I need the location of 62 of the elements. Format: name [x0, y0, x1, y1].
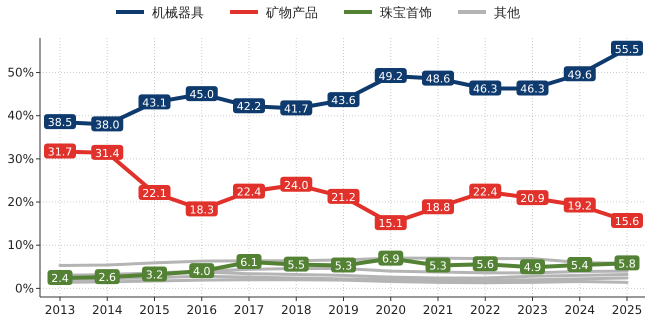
x-tick-label: 2015: [139, 303, 170, 317]
x-tick-label: 2024: [564, 303, 596, 317]
data-label: 24.0: [284, 178, 308, 192]
data-label: 22.4: [473, 186, 498, 199]
y-tick-label: 40%: [7, 108, 34, 123]
legend-label: 机械器具: [152, 6, 204, 21]
data-label: 5.8: [618, 257, 636, 270]
data-label: 42.2: [236, 100, 262, 114]
data-label: 6.9: [382, 252, 400, 266]
data-label: 22.1: [142, 186, 167, 200]
x-tick-label: 2013: [44, 303, 76, 317]
data-label: 19.2: [568, 199, 592, 212]
data-label: 2.6: [98, 271, 116, 284]
x-tick-label: 2018: [280, 303, 312, 317]
data-label: 46.3: [520, 82, 545, 96]
data-label: 4.9: [524, 261, 542, 274]
x-tick-label: 2017: [234, 303, 264, 317]
data-label: 20.9: [520, 192, 545, 206]
data-label: 45.0: [190, 88, 214, 102]
data-label: 4.0: [193, 265, 210, 278]
data-label: 46.3: [473, 82, 498, 96]
y-tick-label: 10%: [7, 238, 34, 252]
x-tick-label: 2020: [375, 303, 406, 317]
data-label: 38.0: [95, 118, 120, 132]
data-label: 55.5: [614, 42, 640, 56]
data-label: 49.2: [378, 70, 403, 83]
data-label: 15.6: [614, 215, 640, 228]
x-tick-label: 2014: [92, 303, 123, 317]
data-label: 5.3: [429, 259, 447, 272]
legend-label: 珠宝首饰: [380, 5, 432, 21]
x-tick-label: 2025: [612, 303, 642, 317]
y-tick-label: 20%: [7, 195, 34, 210]
data-label: 5.6: [476, 258, 494, 272]
x-tick-label: 2016: [186, 303, 218, 317]
data-label: 2.4: [51, 272, 69, 286]
data-label: 48.6: [426, 72, 450, 86]
data-label: 6.1: [240, 256, 258, 270]
data-label: 18.3: [190, 203, 214, 216]
x-tick-label: 2023: [517, 303, 548, 317]
data-label: 43.1: [142, 96, 167, 110]
y-tick-label: 0%: [14, 281, 34, 296]
x-tick-label: 2022: [470, 303, 501, 317]
data-label: 18.8: [426, 201, 450, 214]
data-label: 21.2: [331, 190, 356, 204]
data-label: 49.6: [568, 68, 592, 82]
data-label: 5.5: [288, 258, 305, 272]
data-label: 3.2: [146, 268, 164, 282]
data-label: 15.1: [378, 217, 403, 230]
x-tick-label: 2021: [422, 303, 454, 317]
legend-label: 其他: [494, 6, 520, 21]
y-tick-label: 50%: [7, 66, 34, 80]
data-label: 5.4: [571, 259, 588, 272]
legend-label: 矿物产品: [265, 6, 318, 21]
data-label: 41.7: [284, 102, 308, 116]
data-label: 5.3: [334, 259, 352, 272]
data-label: 38.5: [48, 116, 72, 130]
y-tick-label: 30%: [7, 152, 34, 166]
data-label: 22.4: [236, 186, 262, 199]
data-label: 31.4: [95, 146, 120, 160]
x-tick-label: 2019: [328, 303, 359, 317]
data-label: 31.7: [48, 146, 72, 159]
data-label: 43.6: [331, 94, 356, 108]
